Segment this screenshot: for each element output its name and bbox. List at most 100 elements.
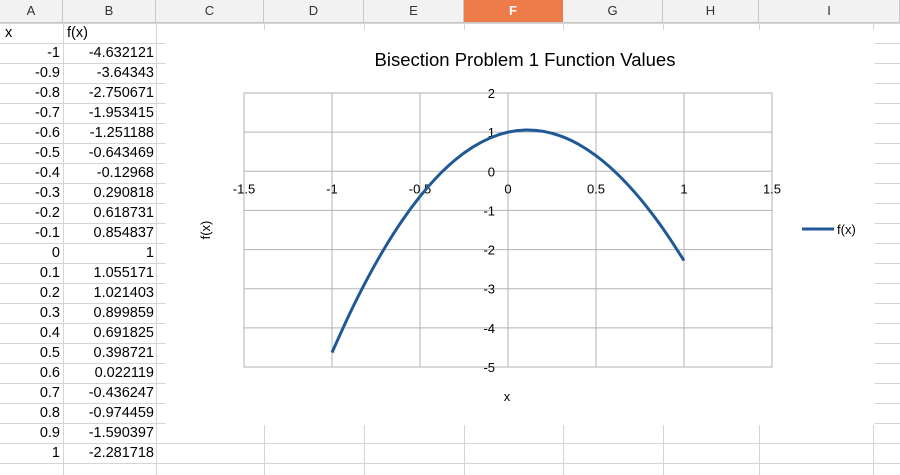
- column-gridline: [156, 23, 157, 475]
- column-header-d[interactable]: D: [264, 0, 364, 22]
- y-tick-label: 1: [488, 125, 495, 140]
- column-header-g[interactable]: G: [563, 0, 663, 22]
- data-point: [454, 158, 457, 161]
- data-point: [577, 143, 580, 146]
- y-axis-label: f(x): [198, 221, 213, 240]
- x-tick-label: -1: [326, 181, 338, 196]
- cell-b1[interactable]: f(x): [67, 25, 88, 41]
- cell-a1[interactable]: x: [5, 25, 13, 41]
- cell-fx-value[interactable]: 0.854837: [93, 225, 154, 241]
- cell-x-value[interactable]: 0.6: [39, 365, 60, 381]
- x-axis-label: x: [504, 389, 511, 404]
- cell-x-value[interactable]: -1: [47, 45, 60, 61]
- data-point: [683, 259, 686, 262]
- series-layer: [330, 128, 686, 354]
- y-tick-label: -4: [483, 321, 495, 336]
- x-tick-label: -1.5: [233, 181, 255, 196]
- data-point: [419, 195, 422, 198]
- x-tick-labels: -1.5 -1 -0.5 0 0.5 1 1.5: [233, 181, 781, 196]
- cell-fx-value[interactable]: -2.750671: [88, 85, 154, 101]
- cell-x-value[interactable]: 0.4: [39, 325, 60, 341]
- data-point: [595, 154, 598, 157]
- cell-fx-value[interactable]: 0.899859: [93, 305, 154, 321]
- cell-x-value[interactable]: -0.5: [35, 145, 60, 161]
- cell-x-value[interactable]: 0.7: [39, 385, 60, 401]
- data-point: [559, 135, 562, 138]
- cell-fx-value[interactable]: 0.691825: [93, 325, 154, 341]
- cell-fx-value[interactable]: -4.632121: [88, 45, 154, 61]
- cell-fx-value[interactable]: 0.290818: [93, 185, 154, 201]
- x-tick-label: -0.5: [409, 181, 431, 196]
- cell-fx-value[interactable]: 0.022119: [94, 365, 154, 381]
- row-gridline: [0, 463, 900, 464]
- cell-x-value[interactable]: 0: [51, 245, 60, 261]
- x-tick-label: 1.5: [763, 181, 781, 196]
- cell-x-value[interactable]: -0.6: [35, 125, 60, 141]
- data-point: [436, 175, 439, 178]
- cell-fx-value[interactable]: -1.590397: [88, 425, 154, 441]
- gridlines: [243, 92, 773, 368]
- column-gridline: [63, 23, 64, 475]
- legend: f(x): [802, 222, 856, 237]
- chart-title: Bisection Problem 1 Function Values: [375, 49, 676, 70]
- cell-fx-value[interactable]: 1: [145, 245, 154, 261]
- cell-x-value[interactable]: -0.8: [35, 85, 60, 101]
- cell-fx-value[interactable]: 0.618731: [93, 205, 154, 221]
- cell-x-value[interactable]: 0.5: [39, 345, 60, 361]
- cell-fx-value[interactable]: -2.281718: [88, 445, 154, 461]
- cell-fx-value[interactable]: -0.643469: [88, 145, 154, 161]
- cell-fx-value[interactable]: -0.12968: [96, 165, 154, 181]
- column-header-c[interactable]: C: [156, 0, 264, 22]
- data-point: [612, 169, 615, 172]
- data-point: [630, 187, 633, 190]
- y-tick-label: 2: [488, 86, 495, 101]
- data-point: [489, 136, 492, 139]
- cell-x-value[interactable]: -0.9: [35, 65, 60, 81]
- cell-x-value[interactable]: 0.9: [39, 425, 60, 441]
- cell-x-value[interactable]: 0.2: [39, 285, 60, 301]
- data-point: [383, 246, 386, 249]
- cell-fx-value[interactable]: -0.974459: [88, 405, 154, 421]
- data-point: [471, 146, 474, 149]
- y-tick-label: -1: [483, 203, 495, 218]
- data-point: [542, 130, 545, 133]
- cell-x-value[interactable]: 1: [51, 445, 60, 461]
- data-point: [401, 219, 404, 222]
- row-gridline: [0, 443, 900, 444]
- column-header-f[interactable]: F: [464, 0, 563, 22]
- legend-label: f(x): [837, 222, 856, 237]
- x-tick-label: 0: [504, 181, 511, 196]
- cell-x-value[interactable]: 0.3: [39, 305, 60, 321]
- column-header-i[interactable]: I: [759, 0, 900, 22]
- x-tick-label: 1: [680, 181, 687, 196]
- y-tick-label: -3: [483, 282, 495, 297]
- row-gridline: [0, 23, 900, 24]
- cell-fx-value[interactable]: -1.953415: [88, 105, 154, 121]
- column-header-e[interactable]: E: [364, 0, 464, 22]
- cell-x-value[interactable]: -0.4: [35, 165, 60, 181]
- data-point: [647, 208, 650, 211]
- column-header-a[interactable]: A: [0, 0, 63, 22]
- cell-x-value[interactable]: -0.1: [35, 225, 60, 241]
- cell-fx-value[interactable]: 1.055171: [93, 265, 154, 281]
- cell-x-value[interactable]: 0.1: [39, 265, 60, 281]
- cell-fx-value[interactable]: 0.398721: [93, 345, 154, 361]
- cell-x-value[interactable]: -0.2: [35, 205, 60, 221]
- data-point: [366, 277, 369, 280]
- cell-fx-value[interactable]: -0.436247: [88, 385, 154, 401]
- data-point: [524, 128, 527, 131]
- cell-fx-value[interactable]: 1.021403: [93, 285, 154, 301]
- cell-x-value[interactable]: -0.3: [35, 185, 60, 201]
- x-tick-label: 0.5: [587, 181, 605, 196]
- cell-x-value[interactable]: -0.7: [35, 105, 60, 121]
- data-point: [507, 131, 510, 134]
- cell-fx-value[interactable]: -1.251188: [89, 125, 154, 141]
- cell-fx-value[interactable]: -3.64343: [96, 65, 154, 81]
- y-tick-label: 0: [488, 164, 495, 179]
- y-tick-labels: 2 1 0 -1 -2 -3 -4 -5: [483, 86, 495, 375]
- column-header-h[interactable]: H: [663, 0, 759, 22]
- cell-x-value[interactable]: 0.8: [39, 405, 60, 421]
- column-header-b[interactable]: B: [63, 0, 156, 22]
- data-point: [665, 232, 668, 235]
